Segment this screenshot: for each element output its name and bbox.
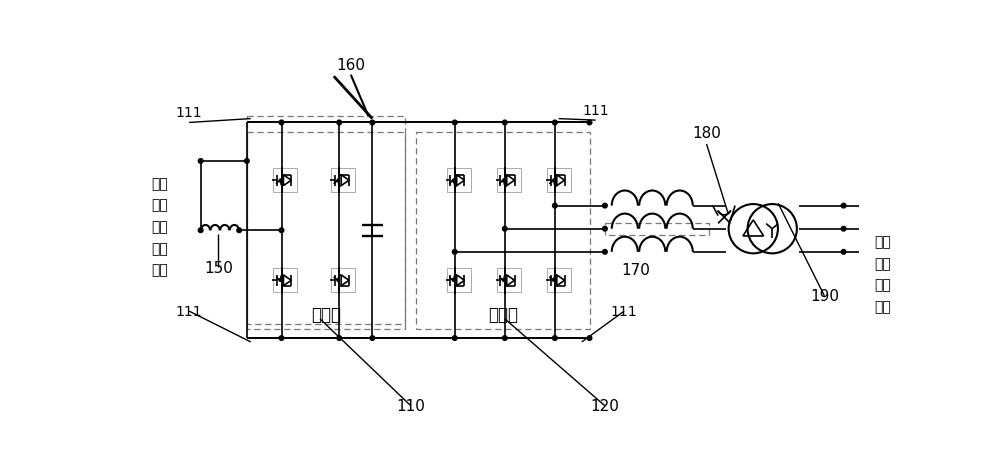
Text: 交流: 交流 (151, 220, 168, 234)
Text: 111: 111 (611, 305, 637, 320)
Text: 交流: 交流 (874, 279, 891, 293)
Text: 190: 190 (810, 289, 839, 304)
Circle shape (587, 336, 592, 341)
Text: 160: 160 (336, 58, 365, 73)
Circle shape (841, 203, 846, 208)
Bar (547, 168, 571, 192)
Text: 120: 120 (590, 399, 619, 414)
Circle shape (553, 120, 557, 125)
Circle shape (841, 227, 846, 231)
Circle shape (198, 159, 203, 163)
Circle shape (198, 228, 203, 233)
Circle shape (279, 120, 284, 125)
Text: 逆变器: 逆变器 (488, 306, 518, 324)
Circle shape (553, 203, 557, 208)
Circle shape (603, 249, 607, 254)
Bar (447, 268, 471, 292)
Bar (447, 168, 471, 192)
Text: 电压: 电压 (151, 242, 168, 256)
Circle shape (337, 336, 342, 341)
Text: 接入: 接入 (151, 177, 168, 191)
Circle shape (337, 120, 342, 125)
Bar (547, 268, 571, 292)
Text: 111: 111 (176, 305, 202, 320)
Text: 电压: 电压 (874, 300, 891, 314)
Text: 170: 170 (621, 263, 650, 278)
Circle shape (603, 203, 607, 208)
Circle shape (603, 227, 607, 231)
Text: 整流器: 整流器 (311, 306, 341, 324)
Circle shape (237, 228, 241, 233)
Circle shape (502, 336, 507, 341)
Text: 110: 110 (396, 399, 425, 414)
Circle shape (587, 120, 592, 125)
Circle shape (279, 336, 284, 341)
Bar (273, 168, 297, 192)
Text: 单向: 单向 (151, 199, 168, 213)
Text: 电源: 电源 (151, 263, 168, 277)
Circle shape (279, 228, 284, 233)
Circle shape (452, 336, 457, 341)
Circle shape (841, 249, 846, 254)
Bar (273, 268, 297, 292)
Bar (331, 268, 355, 292)
Circle shape (245, 159, 249, 163)
Text: 三相: 三相 (874, 257, 891, 271)
Circle shape (502, 227, 507, 231)
Bar (497, 168, 521, 192)
Circle shape (452, 120, 457, 125)
Circle shape (370, 336, 375, 341)
Text: 111: 111 (176, 106, 202, 120)
Bar (331, 168, 355, 192)
Text: 150: 150 (204, 261, 233, 276)
Circle shape (553, 336, 557, 341)
Circle shape (370, 120, 375, 125)
Text: 180: 180 (692, 126, 721, 141)
Circle shape (502, 120, 507, 125)
Bar (497, 268, 521, 292)
Text: 输出: 输出 (874, 236, 891, 249)
Circle shape (452, 249, 457, 254)
Text: 111: 111 (582, 104, 609, 118)
